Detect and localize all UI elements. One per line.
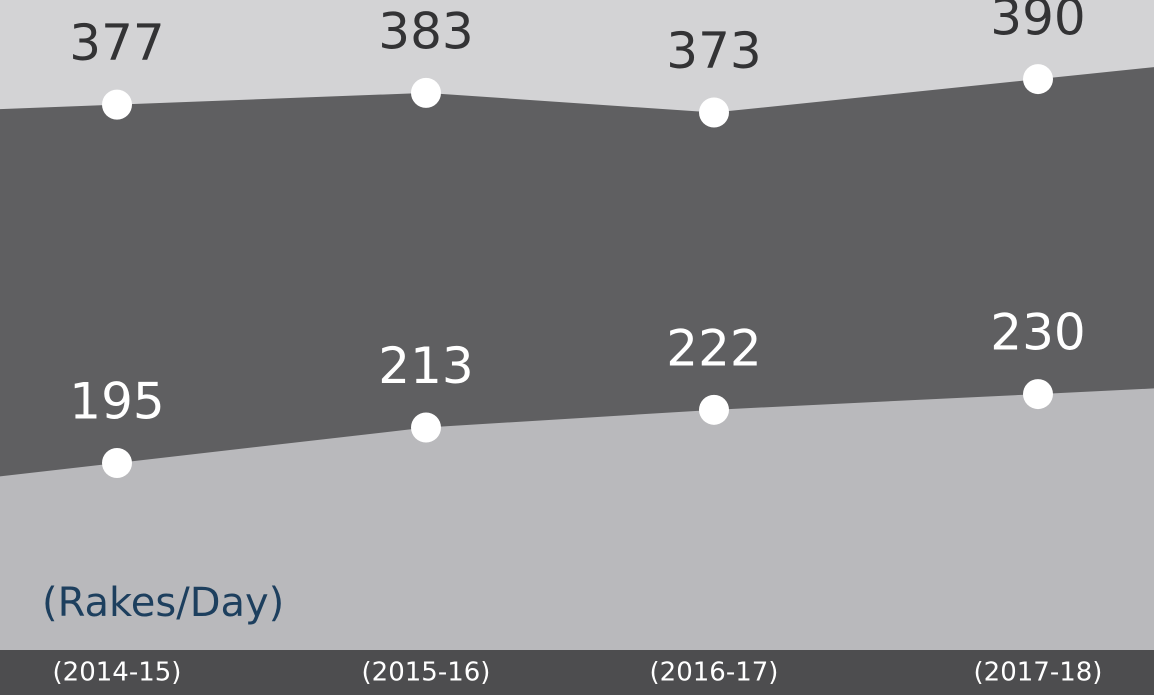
data-point — [102, 89, 132, 120]
data-point — [699, 97, 729, 128]
x-tick-label: (2014-15) — [53, 658, 182, 688]
unit-label: (Rakes/Day) — [42, 580, 284, 626]
x-tick-label: (2017-18) — [974, 658, 1103, 688]
data-label: 390 — [990, 0, 1085, 47]
data-point — [1023, 379, 1053, 410]
data-label: 222 — [666, 319, 761, 377]
data-point — [699, 394, 729, 425]
foreground: (2014-15) (2015-16) (2016-17) (2017-18) 377 3… — [53, 0, 1103, 688]
data-label: 373 — [666, 22, 761, 80]
data-label: 230 — [990, 304, 1085, 362]
data-point — [411, 77, 441, 108]
category-bar — [0, 650, 1154, 695]
area-extension — [0, 462, 117, 650]
x-tick-label: (2016-17) — [650, 658, 779, 688]
x-tick-label: (2015-16) — [362, 658, 491, 688]
area-extension — [1038, 388, 1154, 650]
data-point — [1023, 64, 1053, 95]
area — [117, 394, 1038, 650]
data-label: 377 — [69, 14, 164, 72]
data-label: 383 — [378, 2, 473, 60]
data-label: 195 — [69, 372, 164, 430]
data-label: 213 — [378, 337, 473, 395]
data-point — [102, 447, 132, 478]
data-point — [411, 412, 441, 443]
areas — [0, 67, 1154, 651]
